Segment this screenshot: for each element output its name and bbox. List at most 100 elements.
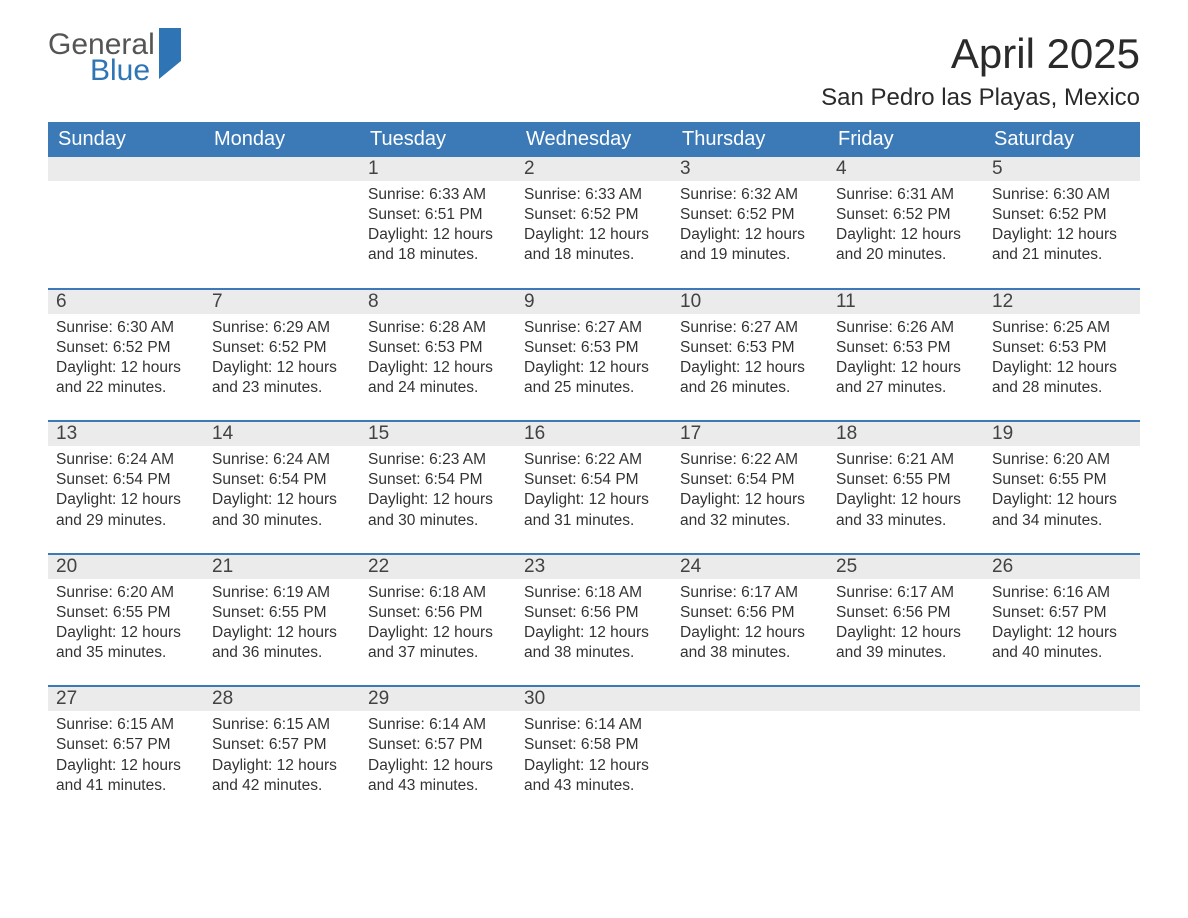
day-dl1: Daylight: 12 hours (524, 490, 664, 510)
day-sunrise: Sunrise: 6:18 AM (368, 583, 508, 603)
weekday-header: Saturday (984, 122, 1140, 157)
day-cell: Sunrise: 6:14 AMSunset: 6:58 PMDaylight:… (516, 711, 672, 818)
day-sunset: Sunset: 6:56 PM (368, 603, 508, 623)
day-cell: Sunrise: 6:18 AMSunset: 6:56 PMDaylight:… (360, 579, 516, 687)
day-sunset: Sunset: 6:54 PM (524, 470, 664, 490)
day-dl2: and 24 minutes. (368, 378, 508, 398)
day-dl2: and 32 minutes. (680, 511, 820, 531)
day-dl1: Daylight: 12 hours (836, 358, 976, 378)
day-body-row: Sunrise: 6:33 AMSunset: 6:51 PMDaylight:… (48, 181, 1140, 289)
day-sunrise: Sunrise: 6:27 AM (524, 318, 664, 338)
day-number: 1 (360, 157, 516, 181)
day-sunset: Sunset: 6:56 PM (836, 603, 976, 623)
day-number-row: 13141516171819 (48, 422, 1140, 446)
day-sunset: Sunset: 6:53 PM (836, 338, 976, 358)
day-sunset: Sunset: 6:56 PM (524, 603, 664, 623)
day-number: 18 (828, 422, 984, 446)
weekday-header: Tuesday (360, 122, 516, 157)
day-sunrise: Sunrise: 6:33 AM (524, 185, 664, 205)
day-sunrise: Sunrise: 6:20 AM (992, 450, 1132, 470)
day-sunset: Sunset: 6:52 PM (680, 205, 820, 225)
day-dl1: Daylight: 12 hours (368, 490, 508, 510)
day-dl2: and 41 minutes. (56, 776, 196, 796)
day-cell: Sunrise: 6:22 AMSunset: 6:54 PMDaylight:… (516, 446, 672, 554)
brand-logo: General Blue (48, 30, 181, 86)
day-dl2: and 18 minutes. (368, 245, 508, 265)
day-sunset: Sunset: 6:55 PM (992, 470, 1132, 490)
day-sunrise: Sunrise: 6:15 AM (212, 715, 352, 735)
day-sunrise: Sunrise: 6:14 AM (524, 715, 664, 735)
day-cell: Sunrise: 6:32 AMSunset: 6:52 PMDaylight:… (672, 181, 828, 289)
day-dl2: and 42 minutes. (212, 776, 352, 796)
day-body-row: Sunrise: 6:24 AMSunset: 6:54 PMDaylight:… (48, 446, 1140, 554)
day-dl1: Daylight: 12 hours (524, 756, 664, 776)
day-number: 27 (48, 687, 204, 711)
day-sunset: Sunset: 6:52 PM (992, 205, 1132, 225)
day-sunset: Sunset: 6:54 PM (212, 470, 352, 490)
day-cell: Sunrise: 6:25 AMSunset: 6:53 PMDaylight:… (984, 314, 1140, 422)
day-number: 20 (48, 555, 204, 579)
day-sunrise: Sunrise: 6:23 AM (368, 450, 508, 470)
day-cell: Sunrise: 6:15 AMSunset: 6:57 PMDaylight:… (204, 711, 360, 818)
day-cell-empty (48, 181, 204, 289)
day-number: 24 (672, 555, 828, 579)
day-number: 9 (516, 290, 672, 314)
day-sunset: Sunset: 6:55 PM (836, 470, 976, 490)
day-sunrise: Sunrise: 6:17 AM (836, 583, 976, 603)
day-cell-empty (672, 711, 828, 818)
day-number-empty (672, 687, 828, 711)
day-number-row: 6789101112 (48, 290, 1140, 314)
day-sunset: Sunset: 6:51 PM (368, 205, 508, 225)
day-cell: Sunrise: 6:26 AMSunset: 6:53 PMDaylight:… (828, 314, 984, 422)
day-cell: Sunrise: 6:27 AMSunset: 6:53 PMDaylight:… (672, 314, 828, 422)
day-sunset: Sunset: 6:53 PM (524, 338, 664, 358)
day-dl2: and 38 minutes. (524, 643, 664, 663)
location: San Pedro las Playas, Mexico (821, 84, 1140, 112)
day-number: 11 (828, 290, 984, 314)
day-number: 16 (516, 422, 672, 446)
day-number-empty (828, 687, 984, 711)
day-dl1: Daylight: 12 hours (212, 623, 352, 643)
day-dl2: and 36 minutes. (212, 643, 352, 663)
day-dl2: and 23 minutes. (212, 378, 352, 398)
day-cell: Sunrise: 6:27 AMSunset: 6:53 PMDaylight:… (516, 314, 672, 422)
day-sunrise: Sunrise: 6:32 AM (680, 185, 820, 205)
day-number: 22 (360, 555, 516, 579)
day-dl1: Daylight: 12 hours (992, 490, 1132, 510)
day-dl2: and 21 minutes. (992, 245, 1132, 265)
day-sunset: Sunset: 6:54 PM (680, 470, 820, 490)
day-dl2: and 28 minutes. (992, 378, 1132, 398)
day-sunset: Sunset: 6:54 PM (56, 470, 196, 490)
day-sunrise: Sunrise: 6:27 AM (680, 318, 820, 338)
day-sunrise: Sunrise: 6:20 AM (56, 583, 196, 603)
day-cell: Sunrise: 6:31 AMSunset: 6:52 PMDaylight:… (828, 181, 984, 289)
day-cell: Sunrise: 6:23 AMSunset: 6:54 PMDaylight:… (360, 446, 516, 554)
day-dl1: Daylight: 12 hours (368, 756, 508, 776)
day-dl1: Daylight: 12 hours (368, 623, 508, 643)
day-number: 6 (48, 290, 204, 314)
day-sunset: Sunset: 6:54 PM (368, 470, 508, 490)
day-number: 2 (516, 157, 672, 181)
day-number: 23 (516, 555, 672, 579)
day-dl1: Daylight: 12 hours (836, 623, 976, 643)
day-dl2: and 43 minutes. (368, 776, 508, 796)
weekday-header-row: SundayMondayTuesdayWednesdayThursdayFrid… (48, 122, 1140, 157)
day-sunset: Sunset: 6:57 PM (56, 735, 196, 755)
day-sunrise: Sunrise: 6:16 AM (992, 583, 1132, 603)
day-cell: Sunrise: 6:22 AMSunset: 6:54 PMDaylight:… (672, 446, 828, 554)
day-body-row: Sunrise: 6:15 AM Sunset: 6:57 PM Daylight:… (48, 711, 1140, 818)
day-sunrise: Sunrise: 6:14 AM (368, 715, 508, 735)
day-number-empty (204, 157, 360, 181)
day-body-row: Sunrise: 6:30 AMSunset: 6:52 PMDaylight:… (48, 314, 1140, 422)
day-dl1: Daylight: 12 hours (212, 358, 352, 378)
day-dl2: and 35 minutes. (56, 643, 196, 663)
day-sunrise: Sunrise: 6:18 AM (524, 583, 664, 603)
day-sunset: Sunset: 6:57 PM (992, 603, 1132, 623)
weekday-header: Friday (828, 122, 984, 157)
day-dl1: Daylight: 12 hours (992, 358, 1132, 378)
day-cell: Sunrise: 6:14 AMSunset: 6:57 PMDaylight:… (360, 711, 516, 818)
day-dl1: Daylight: 12 hours (524, 623, 664, 643)
day-cell: Sunrise: 6:16 AMSunset: 6:57 PMDaylight:… (984, 579, 1140, 687)
day-sunrise: Sunrise: 6:21 AM (836, 450, 976, 470)
day-dl2: and 20 minutes. (836, 245, 976, 265)
